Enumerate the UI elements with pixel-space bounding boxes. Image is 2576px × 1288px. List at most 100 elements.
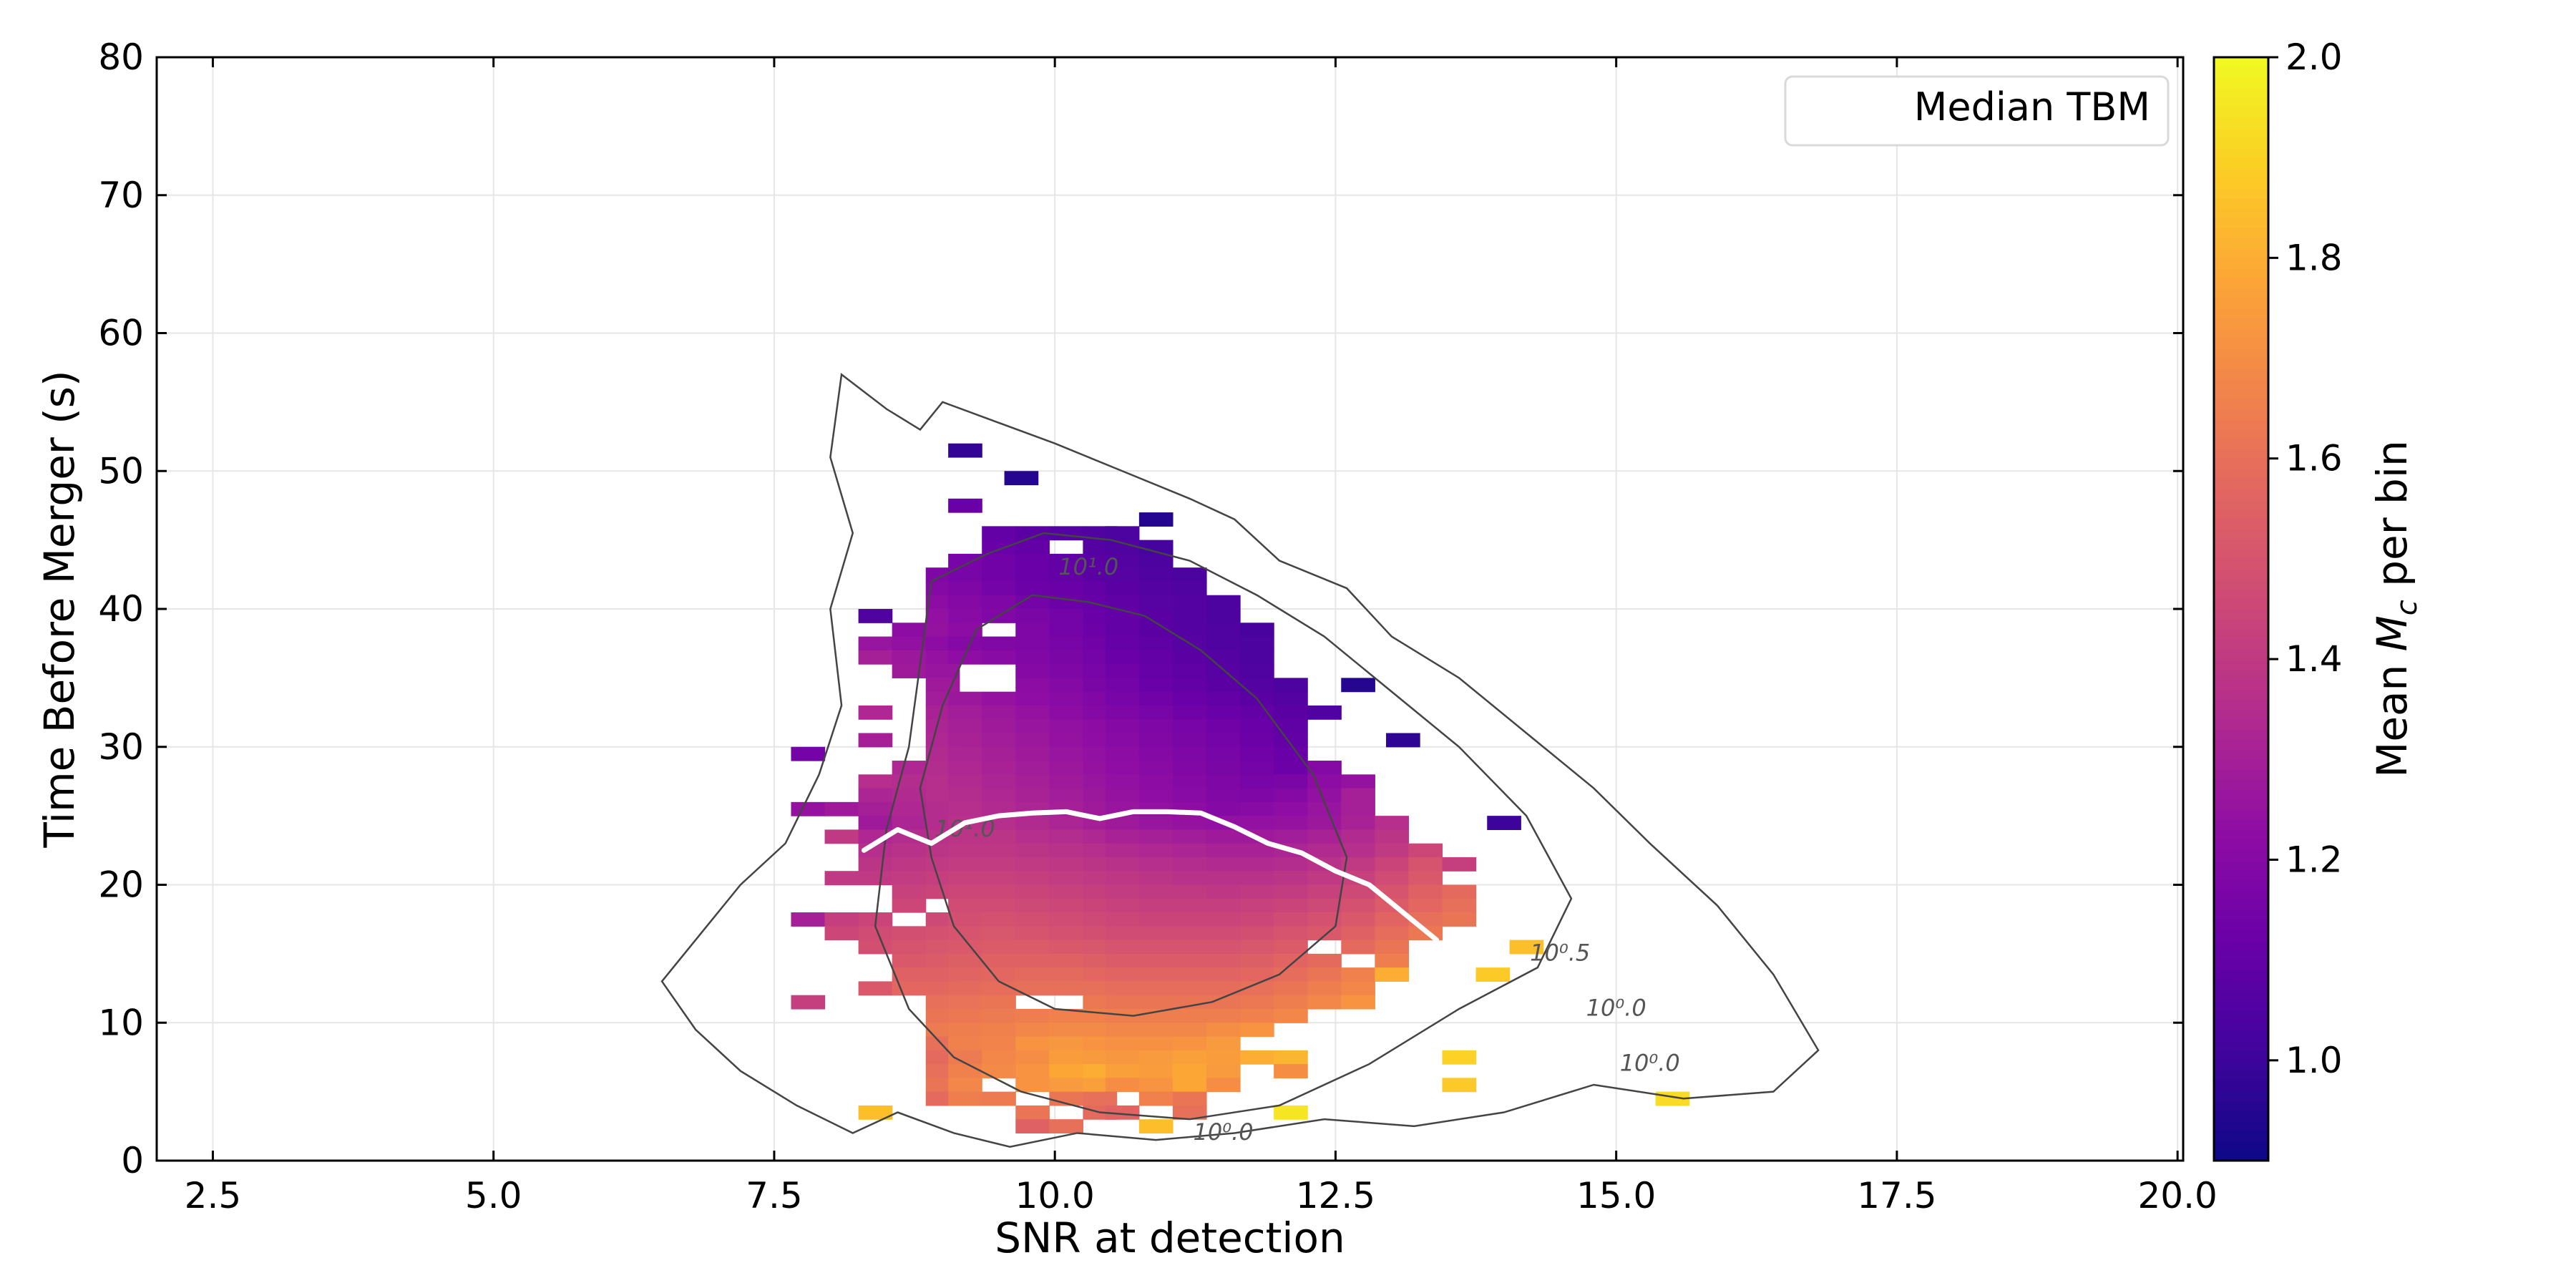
heatmap-bin (1408, 857, 1443, 872)
colorbar-strip (2214, 238, 2268, 249)
heatmap-bin (1206, 609, 1241, 623)
colorbar-strip (2214, 97, 2268, 108)
colorbar-strip (2214, 819, 2268, 831)
heatmap-bin (1015, 1105, 1050, 1120)
heatmap-bin (1172, 719, 1207, 734)
colorbar-strip (2214, 538, 2268, 550)
colorbar-strip (2214, 879, 2268, 891)
heatmap-bin (1138, 691, 1174, 706)
heatmap-bin (1138, 636, 1174, 651)
heatmap-bin (1049, 843, 1084, 858)
x-axis-ticks: 2.5 5.0 7.5 10.0 12.5 15.0 17.5 20.0 (185, 57, 2218, 1216)
heatmap-bin (982, 926, 1016, 941)
colorbar-strip (2214, 77, 2268, 88)
colorbar-strip (2214, 1070, 2268, 1081)
heatmap-bin (948, 843, 982, 858)
legend-box (1784, 75, 2170, 147)
heatmap-bin (858, 705, 893, 720)
colorbar-strip (2214, 348, 2268, 359)
heatmap-bin (1105, 1036, 1140, 1051)
heatmap-bin (1172, 940, 1207, 955)
heatmap-bin (1386, 733, 1420, 748)
colorbar-strip (2214, 228, 2268, 239)
colorbar-strip (2214, 448, 2268, 459)
heatmap-bin (1240, 898, 1274, 913)
colorbar-strip (2214, 809, 2268, 821)
heatmap-bin (1049, 1050, 1084, 1065)
heatmap-bin (1105, 871, 1140, 886)
colorbar-strip (2214, 288, 2268, 299)
heatmap-bin (858, 816, 893, 830)
heatmap-bin (982, 1050, 1016, 1065)
colorbar-strip (2214, 930, 2268, 941)
heatmap-bin (1138, 623, 1174, 638)
colorbar-strip (2214, 789, 2268, 801)
heatmap-bin (948, 788, 982, 803)
heatmap-bin (1274, 705, 1308, 720)
colorbar-strip (2214, 729, 2268, 741)
colorbar-strip (2214, 1060, 2268, 1071)
heatmap-bin (1105, 650, 1140, 665)
colorbar-strip (2214, 578, 2268, 590)
heatmap-bin (1172, 981, 1207, 996)
heatmap-bin (858, 871, 893, 886)
heatmap-bin (1172, 788, 1207, 803)
heatmap-bin (1375, 940, 1410, 955)
colorbar-strip (2214, 719, 2268, 731)
y-axis-ticks: 0 10 20 30 40 50 60 70 80 (98, 36, 2183, 1181)
heatmap-bin (1408, 884, 1443, 899)
heatmap-bin (1138, 595, 1174, 610)
colorbar-strip (2214, 67, 2268, 78)
heatmap-bin (1049, 926, 1084, 941)
colorbar-strip (2214, 1140, 2268, 1151)
colorbar-tick-label: 1.4 (2285, 638, 2343, 680)
heatmap-bin (1015, 829, 1050, 844)
heatmap-bin (1049, 953, 1084, 968)
heatmap-bin (948, 940, 982, 955)
y-tick-label: 10 (98, 1002, 144, 1043)
heatmap-bin (1049, 761, 1084, 775)
heatmap-bin (948, 650, 982, 665)
x-tick-label: 10.0 (1015, 1175, 1095, 1216)
colorbar-strip (2214, 588, 2268, 600)
heatmap-bin (824, 926, 859, 941)
heatmap-bin (948, 912, 982, 927)
heatmap-bin (1049, 898, 1084, 913)
heatmap-bin (824, 912, 859, 927)
heatmap-bin (1206, 595, 1241, 610)
colorbar-strip (2214, 378, 2268, 389)
heatmap-bin (1442, 1078, 1477, 1093)
heatmap-bin (982, 1091, 1016, 1106)
heatmap-bin (892, 857, 927, 872)
heatmap-bin (948, 498, 982, 513)
heatmap-bin (1138, 871, 1174, 886)
heatmap-bin (1375, 871, 1410, 886)
colorbar-tick-label: 1.0 (2285, 1040, 2343, 1081)
heatmap-bin (1015, 912, 1050, 927)
heatmap-bin (1172, 733, 1207, 748)
heatmap-bin (1105, 884, 1140, 899)
heatmap-bin (892, 898, 927, 913)
heatmap-bin (1049, 967, 1084, 982)
heatmap-bin (982, 746, 1016, 761)
colorbar-strip (2214, 548, 2268, 560)
heatmap-bin (1240, 953, 1274, 968)
heatmap-bin (1206, 912, 1241, 927)
heatmap-bin (982, 567, 1016, 582)
contour-line (660, 373, 1820, 1148)
heatmap-bin (1105, 526, 1140, 541)
colorbar-strip (2214, 1000, 2268, 1011)
colorbar-strip (2214, 177, 2268, 189)
heatmap-bin (1015, 636, 1050, 651)
heatmap-bin (1172, 623, 1207, 638)
heatmap-bin (1049, 981, 1084, 996)
heatmap-bin (1240, 981, 1274, 996)
colorbar-strip (2214, 950, 2268, 961)
heatmap-bin (1015, 871, 1050, 886)
heatmap-bin (1172, 761, 1207, 775)
heatmap-bin (1341, 981, 1375, 996)
colorbar-strip (2214, 598, 2268, 610)
heatmap-bin (1206, 940, 1241, 955)
colorbar-tick-label: 2.0 (2285, 36, 2343, 78)
heatmap-bin (948, 857, 982, 872)
